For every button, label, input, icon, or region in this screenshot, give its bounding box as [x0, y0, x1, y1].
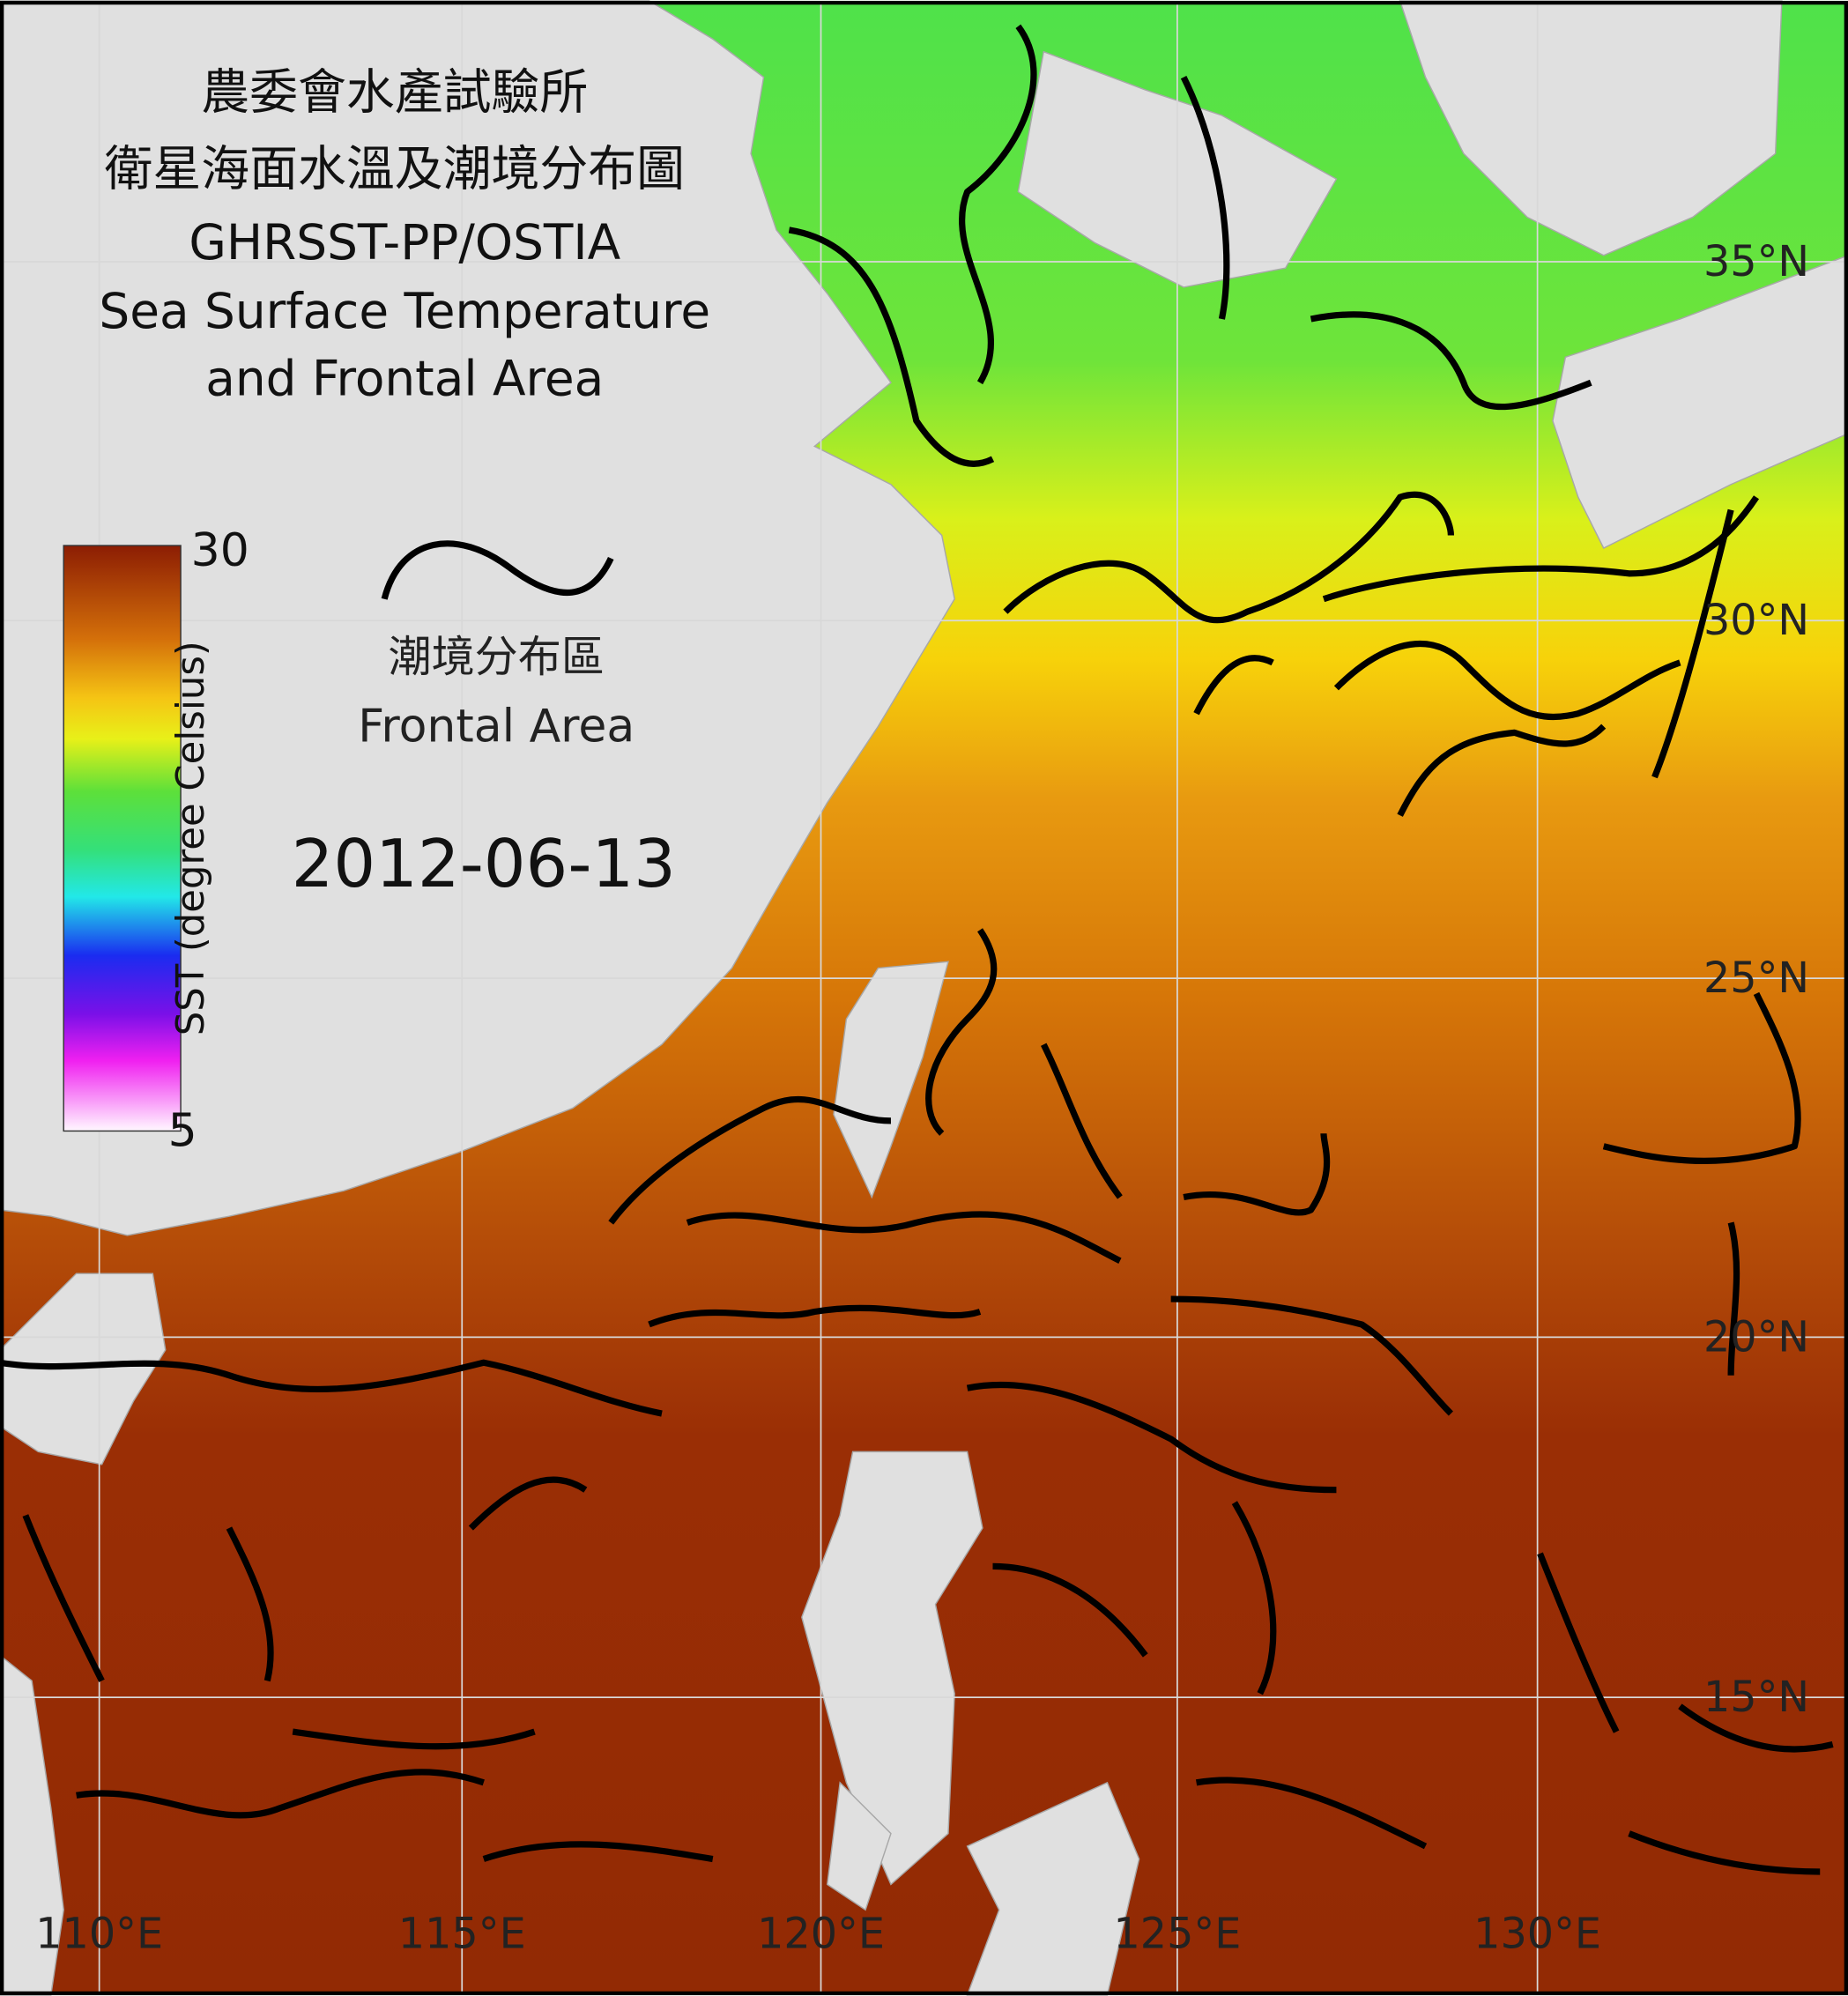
front-line [1195, 1777, 1428, 1850]
front-line [226, 1526, 274, 1682]
front-line [648, 1304, 982, 1328]
front-line [1678, 1703, 1834, 1753]
mindoro [826, 1781, 892, 1911]
front-line [1628, 1830, 1821, 1875]
front-line [686, 1211, 1122, 1264]
lon-label: 115°E [398, 1911, 526, 1959]
colorbar-label: SST (degree Celsius) [169, 641, 213, 1035]
front-line [482, 1841, 714, 1863]
lon-label: 120°E [757, 1911, 885, 1959]
colorbar-scale [63, 545, 182, 1132]
front-line [468, 1476, 588, 1531]
title: 農委會水產試驗所 衛星海面水溫及潮境分布圖 GHRSST-PP/OSTIA Se… [99, 64, 710, 407]
korea [1399, 0, 1783, 256]
front-line [76, 1769, 485, 1819]
colorbar-max: 30 [191, 524, 249, 577]
front-line [925, 928, 998, 1136]
legend-label: Frontal Area [358, 700, 635, 753]
china-coast [0, 0, 955, 1236]
lat-label: 15°N [1703, 1673, 1809, 1722]
hainan [0, 1273, 167, 1465]
front-line [1231, 1501, 1277, 1695]
front-line [1333, 640, 1681, 721]
lon-label: 110°E [35, 1911, 163, 1959]
title-line: 衛星海面水溫及潮境分布圖 [104, 140, 685, 197]
front-line [1180, 75, 1230, 320]
date: 2012-06-13 [292, 825, 676, 902]
front-line [1651, 508, 1734, 779]
front-line [292, 1728, 536, 1750]
title-line: 農委會水產試驗所 [201, 64, 588, 121]
legend-front-symbol [381, 540, 614, 600]
lon-label: 130°E [1473, 1911, 1601, 1959]
japan [1552, 255, 1848, 549]
front-line [1183, 1133, 1331, 1216]
front-line [1397, 723, 1607, 817]
vietnam [0, 1654, 64, 1996]
title-line: and Frontal Area [205, 351, 604, 407]
legend: 潮境分布區 Frontal Area [358, 540, 635, 753]
title-line: GHRSST-PP/OSTIA [189, 214, 620, 271]
front-line [959, 24, 1037, 385]
front-line [22, 1514, 105, 1682]
legend-label: 潮境分布區 [389, 631, 605, 682]
front-line [1537, 1552, 1620, 1733]
front-line [992, 1562, 1148, 1658]
front-line [966, 1381, 1337, 1494]
lat-label: 25°N [1703, 954, 1809, 1003]
front-line [1193, 655, 1274, 716]
front-line [1041, 1043, 1123, 1199]
title-line: Sea Surface Temperature [99, 283, 710, 339]
front-line [1727, 1221, 1740, 1376]
front-line [788, 226, 995, 467]
coordinate-labels: 35°N 30°N 25°N 20°N 15°N 110°E 115°E 120… [35, 238, 1809, 1959]
colorbar-min: 5 [168, 1105, 197, 1158]
lat-label: 20°N [1703, 1313, 1809, 1362]
front-line [1310, 311, 1592, 411]
luzon [801, 1451, 983, 1886]
lon-label: 125°E [1113, 1911, 1241, 1959]
fronts [0, 24, 1834, 1875]
front-line [608, 1096, 891, 1225]
lat-label: 35°N [1703, 238, 1809, 286]
front-line [1170, 1295, 1453, 1416]
front-line [0, 1359, 663, 1417]
front-line [1602, 991, 1801, 1164]
front-line [1003, 491, 1455, 624]
lat-label: 30°N [1703, 597, 1809, 645]
colorbar: 30 5 SST (degree Celsius) [63, 524, 249, 1158]
